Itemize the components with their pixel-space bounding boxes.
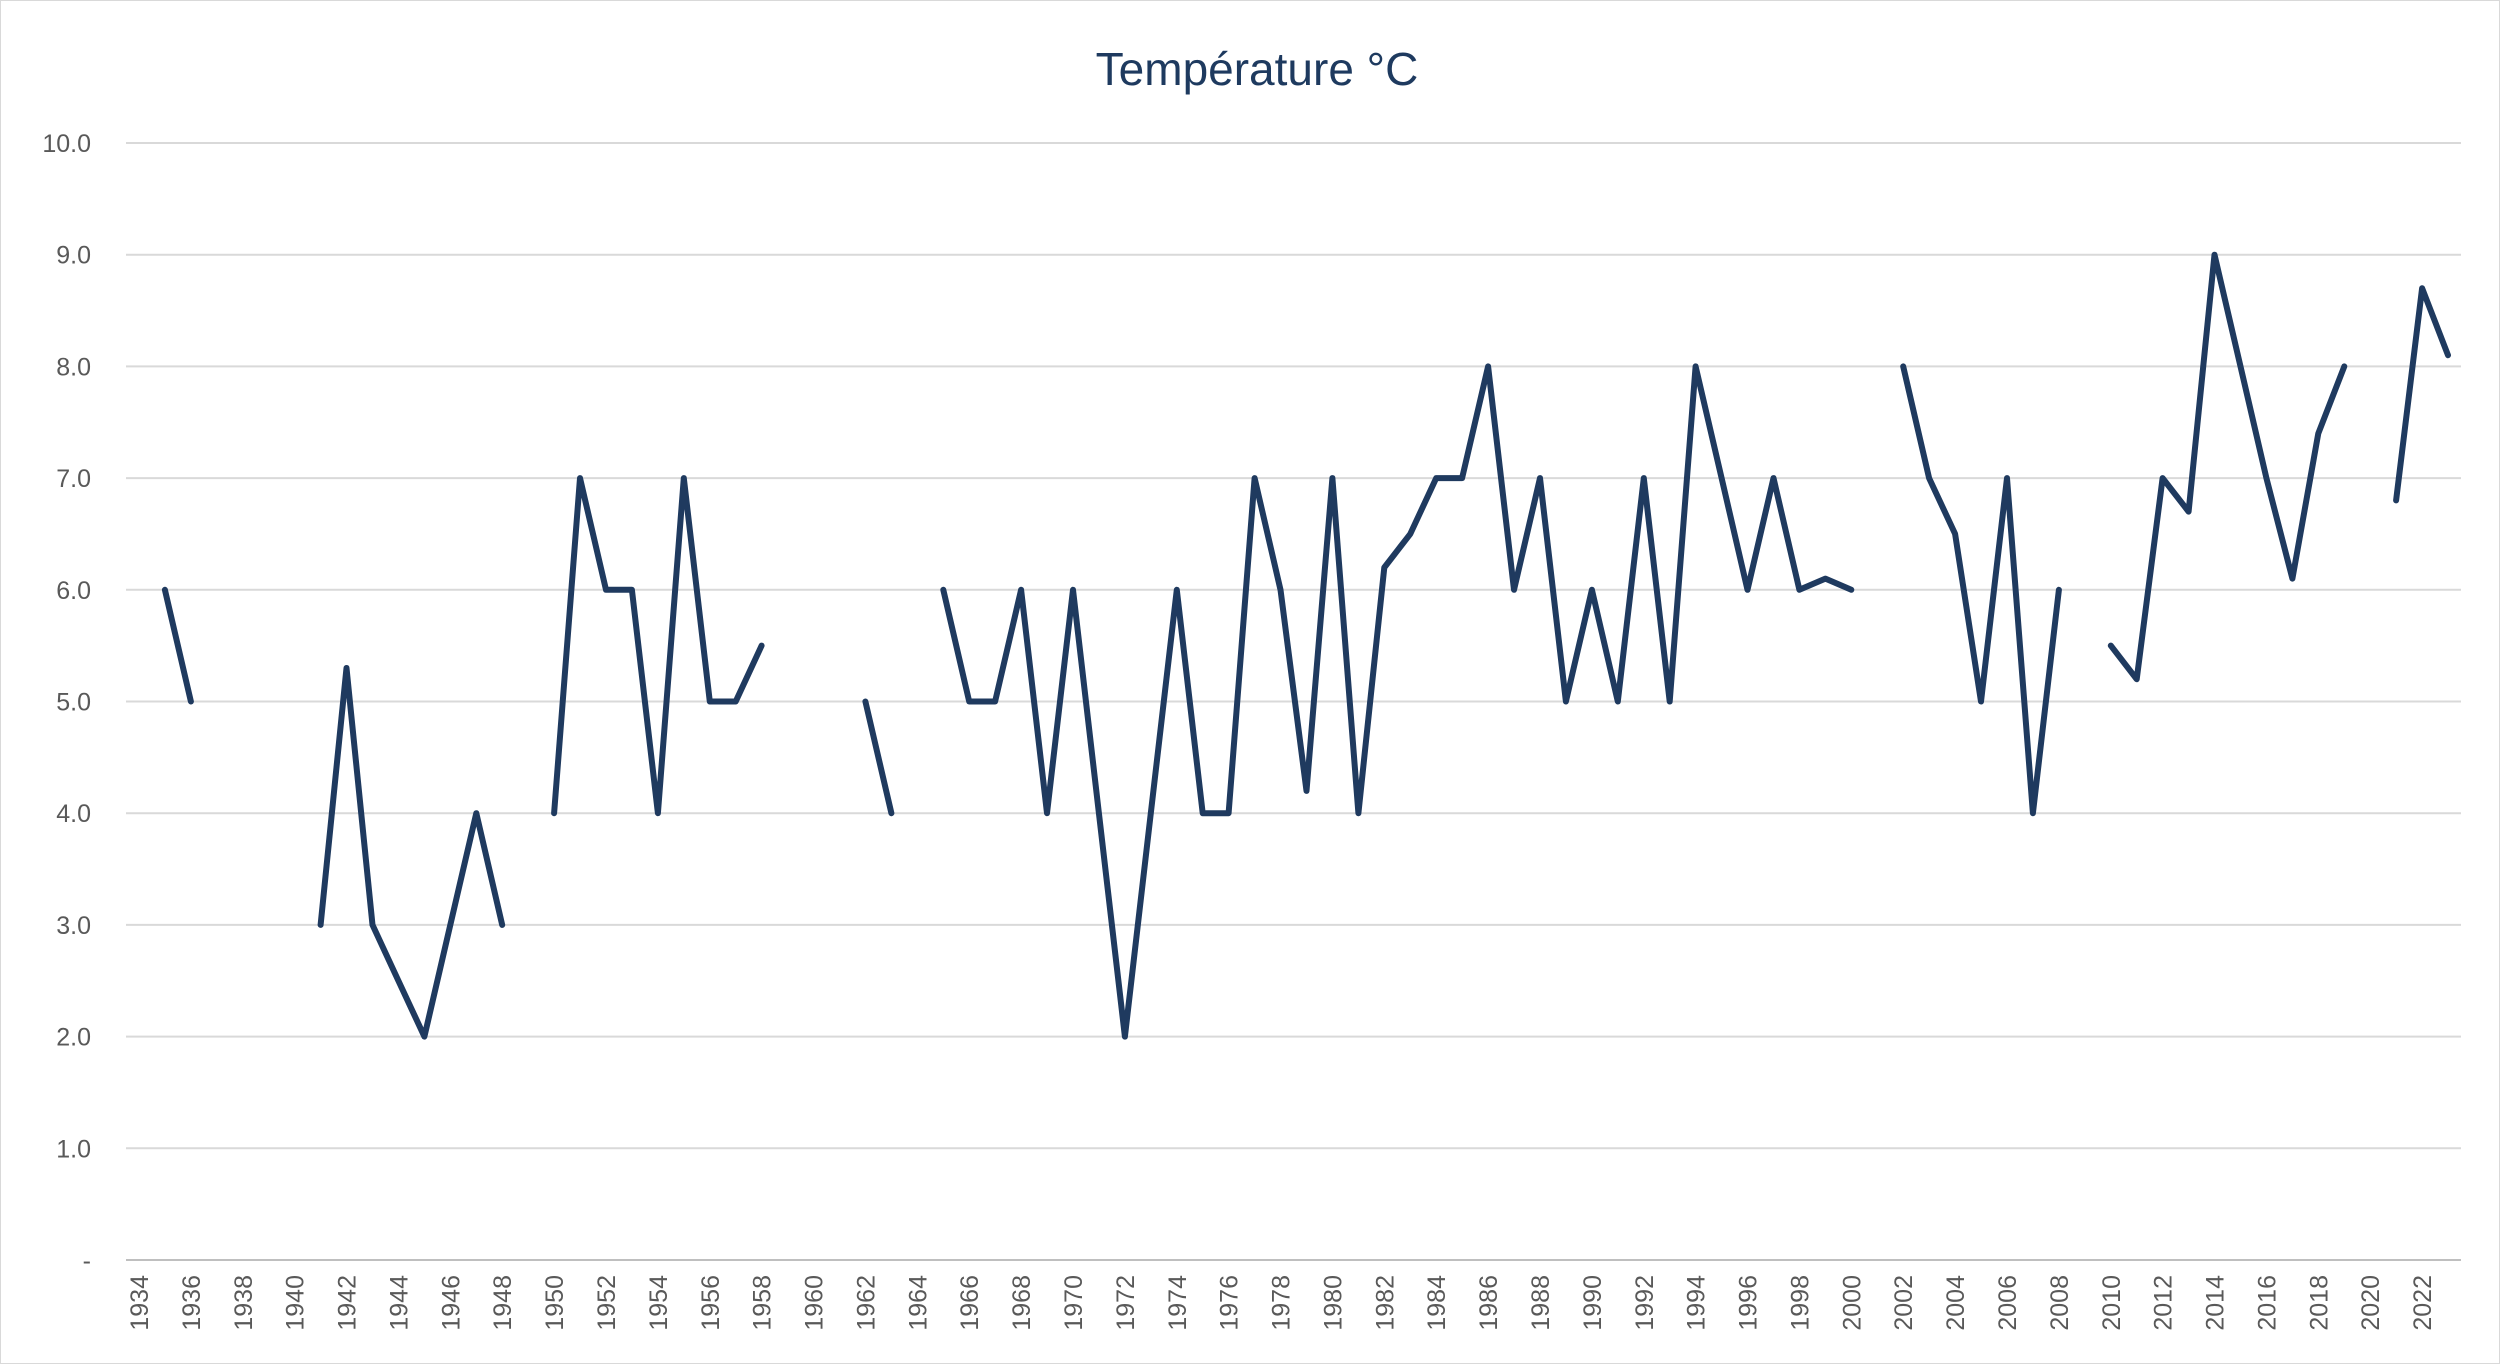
x-tick-label: 2002 — [1890, 1275, 1918, 1331]
x-tick-label: 1938 — [230, 1275, 258, 1331]
x-tick-label: 2014 — [2202, 1275, 2230, 1331]
series-line-segment — [1900, 363, 2062, 817]
y-tick-label: 5.0 — [56, 689, 91, 717]
x-tick-label: 1996 — [1735, 1275, 1763, 1331]
x-tick-label: 1956 — [697, 1275, 725, 1331]
x-tick-label: 2022 — [2409, 1275, 2437, 1331]
x-tick-label: 1988 — [1527, 1275, 1555, 1331]
series-line-segment — [940, 363, 1855, 1040]
x-tick-label: 1964 — [904, 1275, 932, 1331]
x-tick-label: 2010 — [2098, 1275, 2126, 1331]
x-tick-label: 1958 — [749, 1275, 777, 1331]
x-tick-label: 1972 — [1112, 1275, 1140, 1331]
x-tick-label: 1982 — [1371, 1275, 1399, 1331]
y-tick-label: 3.0 — [56, 912, 91, 940]
x-tick-label: 2018 — [2305, 1275, 2333, 1331]
x-tick-label: 1950 — [541, 1275, 569, 1331]
x-tick-label: 1998 — [1786, 1275, 1814, 1331]
x-tick-label: 1992 — [1631, 1275, 1659, 1331]
x-tick-label: 1948 — [489, 1275, 517, 1331]
series-line-segment — [317, 665, 506, 1040]
y-tick-label: 8.0 — [56, 353, 91, 381]
y-tick-label: 2.0 — [56, 1024, 91, 1052]
x-tick-label: 1976 — [1216, 1275, 1244, 1331]
series-line-segment — [161, 586, 194, 705]
x-tick-label: 1966 — [956, 1275, 984, 1331]
x-tick-label: 1990 — [1579, 1275, 1607, 1331]
series-lines — [161, 251, 2451, 1040]
x-tick-label: 2016 — [2253, 1275, 2281, 1331]
x-tick-label: 1984 — [1423, 1275, 1451, 1331]
x-tick-label: 2004 — [1942, 1275, 1970, 1331]
y-tick-label: 7.0 — [56, 465, 91, 493]
y-tick-label: 6.0 — [56, 577, 91, 605]
x-tick-label: 2000 — [1838, 1275, 1866, 1331]
chart-title: Température °C — [1096, 43, 1419, 95]
x-tick-label: 2006 — [1994, 1275, 2022, 1331]
x-tick-label: 1936 — [178, 1275, 206, 1331]
series-line-segment — [2107, 251, 2348, 683]
x-tick-label: 1986 — [1475, 1275, 1503, 1331]
x-tick-label: 1994 — [1683, 1275, 1711, 1331]
y-tick-label: - — [83, 1247, 91, 1275]
x-axis-ticks: 1934 1936 1938 1940 1942 1944 1946 1948 1950 1952… — [126, 1275, 2437, 1331]
y-tick-label: 1.0 — [56, 1135, 91, 1163]
x-tick-label: 1974 — [1164, 1275, 1192, 1331]
x-tick-label: 2012 — [2150, 1275, 2178, 1331]
x-tick-label: 1960 — [801, 1275, 829, 1331]
x-tick-label: 1934 — [126, 1275, 154, 1331]
x-tick-label: 1970 — [1060, 1275, 1088, 1331]
x-tick-label: 1968 — [1008, 1275, 1036, 1331]
y-tick-label: 4.0 — [56, 800, 91, 828]
series-line-segment — [862, 698, 895, 817]
x-tick-label: 1946 — [437, 1275, 465, 1331]
x-tick-label: 1942 — [334, 1275, 362, 1331]
x-tick-label: 2020 — [2357, 1275, 2385, 1331]
x-tick-label: 1978 — [1268, 1275, 1296, 1331]
x-tick-label: 1954 — [645, 1275, 673, 1331]
x-tick-label: 2008 — [2046, 1275, 2074, 1331]
x-tick-label: 1962 — [852, 1275, 880, 1331]
y-tick-label: 9.0 — [56, 242, 91, 270]
x-tick-label: 1944 — [385, 1275, 413, 1331]
series-line-segment — [551, 475, 765, 817]
x-tick-label: 1940 — [282, 1275, 310, 1331]
series-line-segment — [2393, 285, 2451, 504]
x-tick-label: 1980 — [1319, 1275, 1347, 1331]
y-tick-label: 10.0 — [42, 130, 91, 158]
y-axis-ticks: - 1.0 2.0 3.0 4.0 5.0 6.0 7.0 8.0 9.0 10.0 — [42, 130, 91, 1275]
x-tick-label: 1952 — [593, 1275, 621, 1331]
